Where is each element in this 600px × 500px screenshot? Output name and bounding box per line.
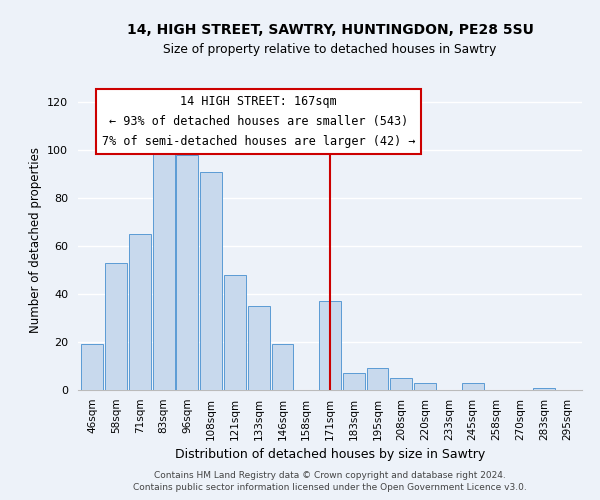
Bar — [152, 150, 175, 390]
X-axis label: Distribution of detached houses by size in Sawtry: Distribution of detached houses by size … — [175, 448, 485, 461]
Bar — [224, 275, 246, 390]
Bar — [82, 344, 103, 390]
Text: 14 HIGH STREET: 167sqm
← 93% of detached houses are smaller (543)
7% of semi-det: 14 HIGH STREET: 167sqm ← 93% of detached… — [102, 94, 415, 148]
Bar — [462, 383, 484, 390]
Text: Size of property relative to detached houses in Sawtry: Size of property relative to detached ho… — [163, 42, 497, 56]
Bar — [367, 368, 388, 390]
Bar — [176, 155, 198, 390]
Bar — [414, 383, 436, 390]
Bar — [391, 378, 412, 390]
Bar — [319, 301, 341, 390]
Bar — [343, 373, 365, 390]
Y-axis label: Number of detached properties: Number of detached properties — [29, 147, 41, 333]
Bar — [533, 388, 555, 390]
Bar — [200, 172, 222, 390]
Bar — [129, 234, 151, 390]
Text: 14, HIGH STREET, SAWTRY, HUNTINGDON, PE28 5SU: 14, HIGH STREET, SAWTRY, HUNTINGDON, PE2… — [127, 22, 533, 36]
Bar — [272, 344, 293, 390]
Bar — [248, 306, 269, 390]
Text: Contains HM Land Registry data © Crown copyright and database right 2024.
Contai: Contains HM Land Registry data © Crown c… — [133, 471, 527, 492]
Bar — [105, 263, 127, 390]
